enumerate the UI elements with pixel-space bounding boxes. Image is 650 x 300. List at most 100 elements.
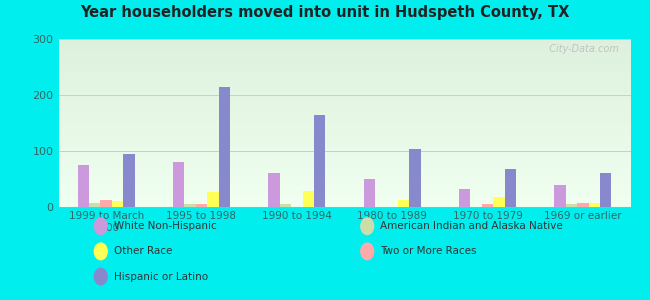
Ellipse shape: [94, 242, 108, 260]
Bar: [58, 130, 630, 131]
Bar: [588, 203, 600, 207]
Bar: [58, 116, 630, 118]
Bar: [58, 68, 630, 69]
Bar: [58, 170, 630, 172]
Bar: [58, 91, 630, 93]
Bar: [58, 100, 630, 101]
Bar: [58, 140, 630, 142]
Bar: [58, 136, 630, 138]
Bar: [58, 111, 630, 113]
Bar: [58, 66, 630, 68]
Bar: [58, 106, 630, 108]
Bar: [280, 204, 291, 207]
Bar: [58, 158, 630, 160]
Bar: [124, 154, 135, 207]
Bar: [58, 162, 630, 163]
Bar: [58, 202, 630, 204]
Bar: [58, 110, 630, 111]
Ellipse shape: [360, 217, 374, 235]
Bar: [58, 98, 630, 100]
Bar: [101, 200, 112, 207]
Text: City-Data.com: City-Data.com: [543, 44, 619, 54]
Bar: [482, 204, 493, 207]
Bar: [302, 191, 314, 207]
Text: Year householders moved into unit in Hudspeth County, TX: Year householders moved into unit in Hud…: [81, 4, 569, 20]
Bar: [58, 42, 630, 44]
Bar: [58, 180, 630, 182]
Bar: [58, 120, 630, 121]
Bar: [58, 135, 630, 137]
Bar: [58, 177, 630, 178]
Bar: [58, 178, 630, 180]
Bar: [314, 115, 326, 207]
Bar: [58, 101, 630, 103]
Bar: [58, 39, 630, 41]
Bar: [58, 54, 630, 56]
Bar: [58, 41, 630, 42]
Bar: [58, 118, 630, 120]
Bar: [58, 146, 630, 148]
Bar: [58, 71, 630, 73]
Bar: [58, 52, 630, 54]
Bar: [58, 76, 630, 78]
Bar: [58, 89, 630, 91]
Bar: [58, 46, 630, 47]
Bar: [58, 62, 630, 64]
Bar: [173, 162, 185, 207]
Bar: [398, 200, 410, 207]
Bar: [363, 179, 375, 207]
Bar: [459, 189, 471, 207]
Bar: [58, 168, 630, 170]
Bar: [58, 126, 630, 128]
Bar: [58, 64, 630, 66]
Bar: [58, 94, 630, 96]
Bar: [58, 51, 630, 52]
Bar: [58, 47, 630, 49]
Bar: [58, 143, 630, 145]
Bar: [58, 83, 630, 84]
Bar: [58, 188, 630, 190]
Bar: [58, 142, 630, 143]
Bar: [58, 86, 630, 88]
Bar: [58, 61, 630, 62]
Bar: [196, 204, 207, 207]
Bar: [89, 202, 101, 207]
Bar: [58, 133, 630, 135]
Bar: [58, 108, 630, 110]
Bar: [58, 128, 630, 130]
Bar: [58, 204, 630, 205]
Bar: [58, 49, 630, 51]
Bar: [58, 93, 630, 94]
Text: Hispanic or Latino: Hispanic or Latino: [114, 272, 208, 282]
Bar: [58, 200, 630, 202]
Bar: [58, 157, 630, 158]
Bar: [185, 204, 196, 207]
Bar: [58, 182, 630, 184]
Bar: [58, 58, 630, 59]
Bar: [58, 148, 630, 150]
Bar: [58, 81, 630, 83]
Bar: [58, 88, 630, 89]
Bar: [58, 145, 630, 146]
Bar: [58, 160, 630, 162]
Bar: [58, 197, 630, 199]
Bar: [58, 184, 630, 185]
Bar: [58, 195, 630, 197]
Bar: [554, 184, 565, 207]
Text: Other Race: Other Race: [114, 246, 172, 256]
Bar: [58, 74, 630, 76]
Bar: [58, 167, 630, 168]
Bar: [58, 185, 630, 187]
Bar: [58, 172, 630, 173]
Bar: [58, 155, 630, 157]
Bar: [58, 73, 630, 74]
Bar: [58, 173, 630, 175]
Bar: [58, 44, 630, 46]
Bar: [58, 69, 630, 71]
Bar: [58, 131, 630, 133]
Bar: [58, 190, 630, 192]
Bar: [58, 138, 630, 140]
Bar: [58, 78, 630, 79]
Bar: [58, 199, 630, 200]
Bar: [58, 125, 630, 126]
